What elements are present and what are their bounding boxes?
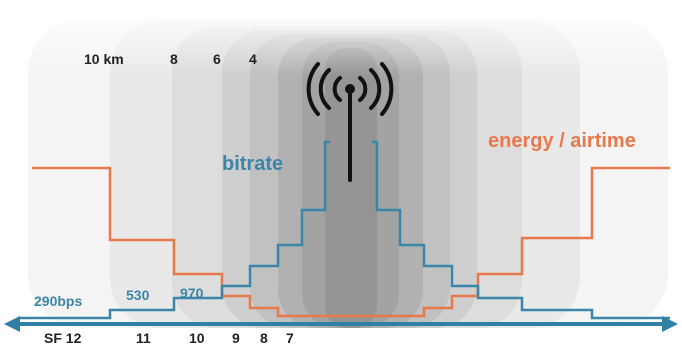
- distance-label-8: 8: [170, 51, 178, 67]
- sf-label-7: 7: [286, 330, 294, 345]
- bitrate-line-right: [372, 140, 670, 320]
- bitrate-value-sf12: 290bps: [34, 293, 82, 309]
- bitrate-value-sf10: 970: [180, 285, 204, 301]
- bitrate-series-label: bitrate: [222, 153, 283, 175]
- sf-label-10: 10: [189, 330, 205, 345]
- bitrate-line: [18, 140, 330, 320]
- sf-label-12: SF 12: [44, 330, 82, 345]
- sf-label-9: 9: [232, 330, 240, 345]
- distance-label-10km: 10 km: [84, 51, 124, 67]
- energy-airtime-series-label: energy / airtime: [488, 130, 636, 152]
- energy-airtime-line: [32, 166, 670, 318]
- radio-tower-icon: [306, 62, 394, 182]
- distance-label-4: 4: [249, 51, 257, 67]
- double-arrow-icon: [4, 316, 678, 332]
- sf-label-8: 8: [260, 330, 268, 345]
- bitrate-value-sf11: 530: [126, 287, 150, 303]
- sf-label-11: 11: [136, 330, 151, 345]
- distance-label-6: 6: [213, 51, 221, 67]
